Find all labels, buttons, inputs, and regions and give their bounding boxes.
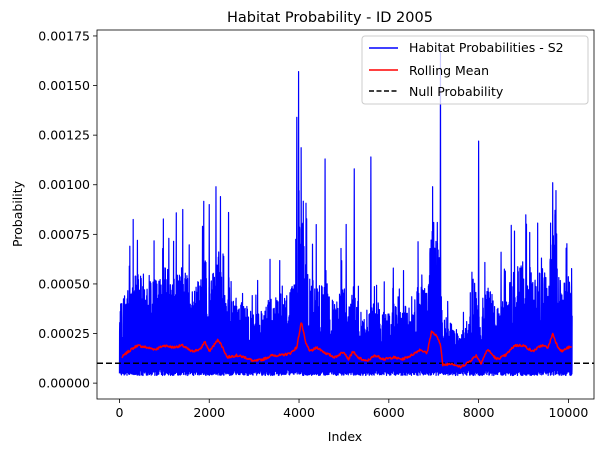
series-rolling-mean	[121, 322, 573, 369]
legend-box	[361, 35, 589, 105]
x-tick-label: 10000	[549, 405, 589, 420]
x-tick-label: 6000	[373, 405, 405, 420]
plot-frame	[96, 29, 595, 400]
y-axis-label: Probability	[10, 180, 25, 247]
y-tick-label: 0.00150	[38, 78, 90, 93]
legend-label-habitat: Habitat Probabilities - S2	[409, 40, 564, 55]
x-tick-label: 2000	[193, 405, 225, 420]
legend-label-null: Null Probability	[409, 84, 504, 99]
chart-title: Habitat Probability - ID 2005	[227, 10, 433, 26]
y-tick-label: 0.00075	[38, 227, 90, 242]
y-tick-label: 0.00100	[38, 177, 90, 192]
x-axis-label: Index	[328, 429, 362, 444]
legend: Habitat Probabilities - S2 Rolling Mean …	[361, 35, 589, 105]
y-tick-label: 0.00125	[38, 128, 90, 143]
y-tick-label: 0.00050	[38, 276, 90, 291]
x-tick-label: 8000	[463, 405, 495, 420]
legend-label-rolling: Rolling Mean	[409, 63, 489, 78]
y-tick-label: 0.00175	[38, 28, 90, 43]
x-tick-label: 4000	[283, 405, 315, 420]
y-tick-label: 0.00000	[38, 376, 90, 391]
x-tick-label: 0	[115, 405, 123, 420]
y-tick-label: 0.00025	[38, 326, 90, 341]
